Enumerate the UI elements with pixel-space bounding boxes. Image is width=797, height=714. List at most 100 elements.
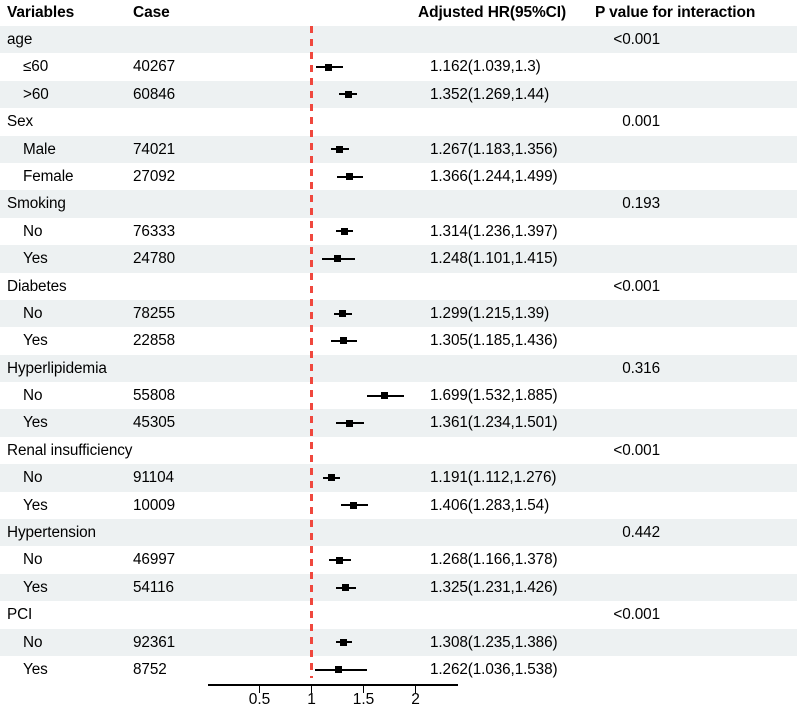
- table-row: Yes 22858 1.305(1.185,1.436): [0, 327, 797, 354]
- case-cell: 74021: [133, 140, 176, 158]
- variable-cell: Yes: [23, 250, 48, 268]
- case-cell: 40267: [133, 58, 176, 76]
- hr-point-marker: [344, 90, 352, 98]
- hr-ci-cell: 1.162(1.039,1.3): [430, 58, 541, 76]
- hr-point-marker: [335, 556, 343, 564]
- table-row: Diabetes <0.001: [0, 273, 797, 300]
- x-axis-tick: [362, 684, 365, 693]
- variable-cell: PCI: [7, 606, 33, 624]
- variable-cell: ≤60: [23, 58, 49, 76]
- variable-cell: No: [23, 222, 43, 240]
- case-cell: 76333: [133, 222, 176, 240]
- table-row: Yes 10009 1.406(1.283,1.54): [0, 492, 797, 519]
- table-row: Yes 45305 1.361(1.234,1.501): [0, 409, 797, 437]
- table-row: Renal insufficiency <0.001: [0, 437, 797, 464]
- table-row: Hyperlipidemia 0.316: [0, 354, 797, 383]
- table-row: No 76333 1.314(1.236,1.397): [0, 218, 797, 245]
- hr-ci-cell: 1.366(1.244,1.499): [430, 167, 558, 185]
- x-axis-tick-label: 2: [411, 691, 420, 708]
- variable-cell: Yes: [23, 660, 48, 678]
- x-axis-tick-label: 1: [307, 691, 316, 708]
- x-axis-tick: [414, 684, 417, 693]
- p-value-cell: 0.316: [622, 359, 660, 377]
- hr-ci-cell: 1.699(1.532,1.885): [430, 387, 558, 405]
- variable-cell: Yes: [23, 414, 48, 432]
- variable-cell: No: [23, 387, 43, 405]
- variable-cell: Renal insufficiency: [7, 441, 133, 459]
- case-cell: 60846: [133, 85, 176, 103]
- table-row: Yes 54116 1.325(1.231,1.426): [0, 573, 797, 602]
- table-row: >60 60846 1.352(1.269,1.44): [0, 80, 797, 109]
- case-cell: 55808: [133, 387, 176, 405]
- table-row: Male 74021 1.267(1.183,1.356): [0, 135, 797, 163]
- p-value-cell: <0.001: [613, 441, 660, 459]
- table-row: No 92361 1.308(1.235,1.386): [0, 628, 797, 656]
- hr-ci-cell: 1.248(1.101,1.415): [430, 250, 558, 268]
- p-value-cell: <0.001: [613, 606, 660, 624]
- variable-cell: Yes: [23, 578, 48, 596]
- hr-point-marker: [324, 63, 332, 71]
- table-body: age <0.001 ≤60 40267 1.162(1.039,1.3) >6…: [0, 26, 797, 683]
- case-cell: 46997: [133, 551, 176, 569]
- p-value-cell: 0.193: [622, 195, 660, 213]
- case-cell: 92361: [133, 633, 176, 651]
- hr-point-marker: [339, 337, 347, 345]
- variable-cell: Female: [23, 167, 74, 185]
- table-row: Sex 0.001: [0, 108, 797, 135]
- hr-ci-cell: 1.305(1.185,1.436): [430, 332, 558, 350]
- variable-cell: Yes: [23, 332, 48, 350]
- column-header-p-value: P value for interaction: [595, 4, 756, 21]
- hr-point-marker: [327, 474, 335, 482]
- p-value-cell: <0.001: [613, 277, 660, 295]
- case-cell: 45305: [133, 414, 176, 432]
- variable-cell: Yes: [23, 496, 48, 514]
- variable-cell: Sex: [7, 113, 34, 131]
- p-value-cell: 0.442: [622, 524, 660, 542]
- hr-point-marker: [339, 310, 347, 318]
- table-row: No 55808 1.699(1.532,1.885): [0, 382, 797, 409]
- hr-ci-cell: 1.406(1.283,1.54): [430, 496, 550, 514]
- variable-cell: No: [23, 304, 43, 322]
- hr-point-marker: [350, 501, 358, 509]
- p-value-cell: <0.001: [613, 31, 660, 48]
- case-cell: 54116: [133, 578, 174, 596]
- hr-ci-cell: 1.352(1.269,1.44): [430, 85, 550, 103]
- variable-cell: Hypertension: [7, 524, 96, 542]
- table-row: PCI <0.001: [0, 601, 797, 628]
- variable-cell: Diabetes: [7, 277, 67, 295]
- variable-cell: No: [23, 551, 43, 569]
- table-row: Hypertension 0.442: [0, 519, 797, 547]
- hr-ci-cell: 1.267(1.183,1.356): [430, 140, 558, 158]
- variable-cell: No: [23, 633, 43, 651]
- reference-line: [310, 26, 313, 678]
- hr-ci-cell: 1.308(1.235,1.386): [430, 633, 558, 651]
- x-axis-tick-label: 1.5: [352, 691, 375, 708]
- column-header-variables: Variables: [7, 4, 75, 21]
- table-row: ≤60 40267 1.162(1.039,1.3): [0, 53, 797, 80]
- hr-point-marker: [335, 145, 343, 153]
- hr-point-marker: [346, 173, 354, 181]
- variable-cell: No: [23, 469, 43, 487]
- table-row: Yes 24780 1.248(1.101,1.415): [0, 245, 797, 273]
- table-row: Yes 8752 1.262(1.036,1.538): [0, 656, 797, 683]
- hr-point-marker: [380, 392, 388, 400]
- hr-point-marker: [341, 584, 349, 591]
- table-row: No 91104 1.191(1.112,1.276): [0, 464, 797, 492]
- hr-ci-cell: 1.314(1.236,1.397): [430, 222, 558, 240]
- hr-ci-cell: 1.325(1.231,1.426): [430, 578, 558, 596]
- variable-cell: >60: [23, 85, 49, 103]
- table-row: Smoking 0.193: [0, 190, 797, 218]
- case-cell: 8752: [133, 660, 167, 678]
- p-value-cell: 0.001: [622, 113, 660, 131]
- variable-cell: Male: [23, 140, 56, 158]
- hr-ci-cell: 1.268(1.166,1.378): [430, 551, 558, 569]
- column-header-case: Case: [133, 4, 170, 21]
- hr-point-marker: [340, 638, 348, 646]
- table-row: Female 27092 1.366(1.244,1.499): [0, 163, 797, 190]
- x-axis: [207, 684, 459, 686]
- variable-cell: age: [7, 31, 33, 48]
- table-row: No 46997 1.268(1.166,1.378): [0, 546, 797, 573]
- table-row: age <0.001: [0, 26, 797, 54]
- table-row: No 78255 1.299(1.215,1.39): [0, 299, 797, 328]
